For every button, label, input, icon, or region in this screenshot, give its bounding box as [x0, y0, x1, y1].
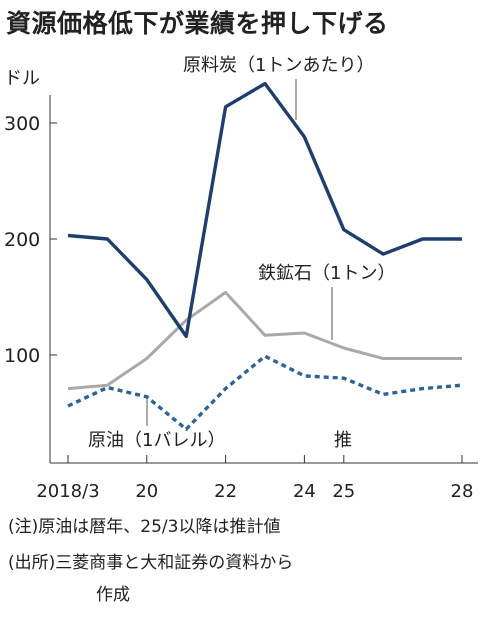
- axes: ドル 100 200 300 2018/3 20 22 24 25 28: [4, 68, 478, 502]
- y-unit-label: ドル: [4, 68, 40, 89]
- x-tick-label: 22: [214, 481, 237, 502]
- x-tick-label: 20: [135, 481, 158, 502]
- note-source-continued: 作成: [96, 585, 130, 605]
- series-line-coking-coal: [67, 81, 462, 339]
- series-label-crude-oil: 原油（1バレル）: [88, 430, 225, 451]
- series-label-iron-ore: 鉄鉱石（1トン）: [258, 263, 395, 284]
- series-layer: [67, 81, 463, 431]
- chart-title: 資源価格低下が業績を押し下げる: [6, 9, 389, 38]
- x-tick-label: 2018/3: [36, 481, 99, 502]
- note-estimate: (注)原油は暦年、25/3以降は推計値: [8, 517, 281, 537]
- series-line-crude-oil: [67, 354, 463, 431]
- series-label-coking-coal: 原料炭（1トンあたり）: [183, 55, 374, 76]
- y-tick-label: 100: [4, 345, 40, 367]
- note-source: (出所)三菱商事と大和証券の資料から: [8, 553, 294, 573]
- x-tick-label: 28: [451, 481, 474, 502]
- y-tick-label: 300: [4, 113, 40, 135]
- y-tick-label: 200: [4, 229, 40, 251]
- series-line-iron-ore: [67, 290, 462, 391]
- x-tick-label: 25: [332, 481, 355, 502]
- labels-layer: 原料炭（1トンあたり） 鉄鉱石（1トン） 原油（1バレル） 推: [88, 55, 395, 451]
- estimate-label: 推: [334, 430, 352, 451]
- x-tick-label: 24: [293, 481, 316, 502]
